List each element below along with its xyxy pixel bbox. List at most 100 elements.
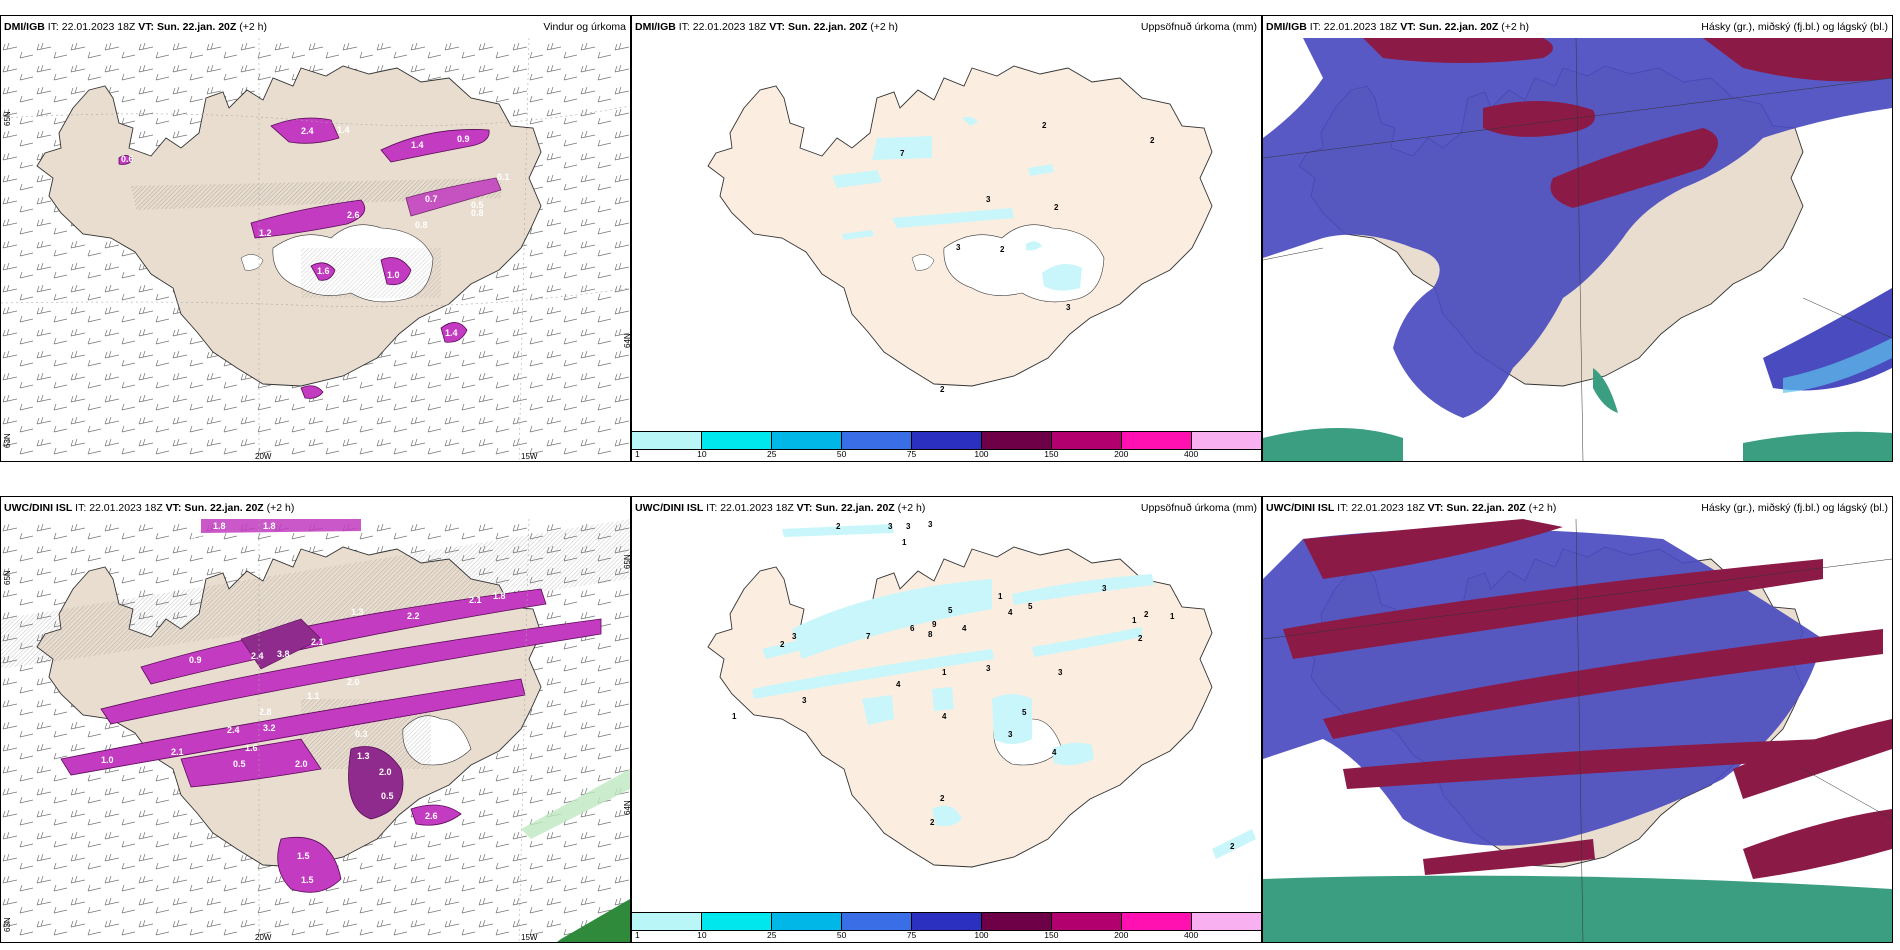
colorbar-tick-label: 50 bbox=[836, 449, 847, 459]
contour-label: 2.0 bbox=[295, 759, 308, 769]
colorbar-swatch bbox=[702, 432, 772, 449]
map-accum-precip[interactable]: 2 3 3 3 1 1 3 5 4 5 6 9 7 8 4 3 2 1 1 2 bbox=[632, 519, 1261, 912]
precip-contour-labels: 1.8 1.8 0.9 1.3 2.2 2.1 1.8 2.1 3.8 2.4 … bbox=[101, 521, 506, 885]
colorbar-swatch bbox=[632, 432, 702, 449]
contour-label: 9 bbox=[932, 620, 937, 629]
map-cloud-layers[interactable] bbox=[1263, 519, 1892, 942]
contour-label: 3.8 bbox=[277, 649, 290, 659]
contour-label: 4 bbox=[896, 680, 901, 689]
contour-label: 1.0 bbox=[387, 270, 400, 280]
accum-map-svg: 2 3 3 3 1 1 3 5 4 5 6 9 7 8 4 3 2 1 1 2 bbox=[632, 519, 1261, 912]
contour-label: 4 bbox=[962, 624, 967, 633]
lon-label: 15W bbox=[521, 933, 538, 942]
contour-label: 2 bbox=[1054, 203, 1059, 212]
contour-label: 2.2 bbox=[407, 611, 420, 621]
contour-label: 1.0 bbox=[101, 755, 114, 765]
contour-label: 3 bbox=[888, 522, 893, 531]
model-name: UWC/DINI ISL bbox=[1266, 502, 1335, 514]
init-time: 22.01.2023 18Z bbox=[89, 502, 163, 514]
contour-label: 5 bbox=[948, 606, 953, 615]
contour-label: 0.9 bbox=[191, 535, 204, 545]
contour-label: 1.6 bbox=[317, 266, 330, 276]
map-accum-precip[interactable]: 7 2 2 3 2 3 2 3 2 bbox=[632, 38, 1261, 431]
accum-precip-panel-dmi[interactable]: DMI/IGB IT: 22.01.2023 18Z VT: Sun. 22.j… bbox=[631, 15, 1262, 462]
colorbar-swatch bbox=[772, 913, 842, 930]
contour-label: 2 bbox=[1138, 634, 1143, 643]
valid-time: Sun. 22.jan. 20Z bbox=[787, 21, 868, 33]
colorbar-swatches bbox=[632, 431, 1261, 450]
contour-label: 2.0 bbox=[347, 677, 360, 687]
accum-map-svg: 7 2 2 3 2 3 2 3 2 bbox=[632, 38, 1261, 431]
map-wind-precip[interactable]: 1.8 1.8 0.9 1.3 2.2 2.1 1.8 2.1 3.8 2.4 … bbox=[1, 519, 630, 942]
model-name: UWC/DINI ISL bbox=[4, 502, 73, 514]
map-wind-precip[interactable]: 0.6 2.4 1.4 1.4 0.9 0.1 0.7 0.5 2.6 1.2 … bbox=[1, 38, 630, 461]
colorbar-swatch bbox=[1052, 432, 1122, 449]
contour-label: 1.4 bbox=[445, 328, 458, 338]
colorbar-tick-label: 400 bbox=[1184, 930, 1199, 940]
contour-label: 3 bbox=[986, 195, 991, 204]
cloud-layers-panel-dmi[interactable]: DMI/IGB IT: 22.01.2023 18Z VT: Sun. 22.j… bbox=[1262, 15, 1893, 462]
init-time: 22.01.2023 18Z bbox=[1323, 21, 1398, 33]
contour-label: 3 bbox=[928, 520, 933, 529]
init-time: 22.01.2023 18Z bbox=[720, 502, 794, 514]
contour-label: 3 bbox=[1058, 668, 1063, 677]
contour-label: 3 bbox=[906, 522, 911, 531]
cloud-layers-panel-uwc[interactable]: UWC/DINI ISL IT: 22.01.2023 18Z VT: Sun.… bbox=[1262, 496, 1893, 943]
colorbar-tick-label: 25 bbox=[767, 930, 777, 940]
contour-label: 2.4 bbox=[227, 725, 240, 735]
contour-label: 3 bbox=[1008, 730, 1013, 739]
wind-precip-panel-uwc[interactable]: UWC/DINI ISL IT: 22.01.2023 18Z VT: Sun.… bbox=[0, 496, 631, 943]
contour-label: 1.8 bbox=[213, 521, 226, 531]
panel-title: Uppsöfnuð úrkoma (mm) bbox=[1140, 502, 1257, 514]
contour-label: 2.0 bbox=[379, 767, 392, 777]
contour-label: 1.8 bbox=[493, 591, 506, 601]
colorbar: 1 10 25 50 75 100 150 200 400 bbox=[632, 431, 1261, 461]
contour-label: 4 bbox=[1008, 608, 1013, 617]
contour-label: 1 bbox=[1132, 616, 1137, 625]
wind-precip-panel-dmi[interactable]: DMI/IGB IT: 22.01.2023 18Z VT: Sun. 22.j… bbox=[0, 15, 631, 462]
lead-time: (+2 h) bbox=[1528, 502, 1557, 514]
contour-label: 2 bbox=[940, 385, 945, 394]
valid-time: Sun. 22.jan. 20Z bbox=[815, 502, 895, 514]
colorbar-swatch bbox=[982, 913, 1052, 930]
lat-label: 63N bbox=[3, 917, 12, 932]
contour-label: 2 bbox=[836, 522, 841, 531]
panel-header: DMI/IGB IT: 22.01.2023 18Z VT: Sun. 22.j… bbox=[1263, 16, 1892, 38]
it-label: IT: bbox=[678, 21, 690, 33]
accum-precip-panel-uwc[interactable]: UWC/DINI ISL IT: 22.01.2023 18Z VT: Sun.… bbox=[631, 496, 1262, 943]
contour-label: 2.4 bbox=[301, 126, 314, 136]
contour-label: 2 bbox=[780, 640, 785, 649]
contour-label: 1.3 bbox=[351, 607, 364, 617]
colorbar-tick-label: 75 bbox=[906, 449, 917, 459]
colorbar-swatch bbox=[772, 432, 842, 449]
contour-label: 0.7 bbox=[425, 194, 438, 204]
cloud-map-svg bbox=[1263, 38, 1892, 461]
it-label: IT: bbox=[1337, 502, 1349, 514]
panel-title: Hásky (gr.), miðský (fj.bl.) og lágský (… bbox=[1701, 502, 1888, 514]
contour-label: 0.5 bbox=[381, 791, 394, 801]
map-cloud-layers[interactable] bbox=[1263, 38, 1892, 461]
model-name: DMI/IGB bbox=[635, 21, 676, 33]
precip-contour-labels: 0.6 2.4 1.4 1.4 0.9 0.1 0.7 0.5 2.6 1.2 … bbox=[121, 125, 510, 338]
colorbar-swatch bbox=[1192, 913, 1261, 930]
contour-label: 1.6 bbox=[245, 743, 258, 753]
colorbar-swatch bbox=[632, 913, 702, 930]
contour-label: 0.9 bbox=[189, 655, 202, 665]
contour-label: 1 bbox=[942, 668, 947, 677]
contour-label: 2 bbox=[1230, 842, 1235, 851]
it-label: IT: bbox=[75, 502, 87, 514]
it-label: IT: bbox=[47, 21, 59, 33]
lat-label: 65N bbox=[3, 111, 12, 126]
contour-label: 1.3 bbox=[357, 751, 370, 761]
lat-label: 64N bbox=[623, 800, 631, 815]
contour-label: 0.8 bbox=[471, 208, 484, 218]
contour-label: 6 bbox=[910, 624, 915, 633]
contour-label: 1 bbox=[732, 712, 737, 721]
init-time: 22.01.2023 18Z bbox=[692, 21, 767, 33]
panel-title: Vindur og úrkoma bbox=[543, 21, 626, 33]
colorbar-swatch bbox=[842, 432, 912, 449]
colorbar-tick-label: 200 bbox=[1114, 930, 1129, 940]
colorbar-swatch bbox=[982, 432, 1052, 449]
valid-time: Sun. 22.jan. 20Z bbox=[156, 21, 237, 33]
wind-map-svg: 0.6 2.4 1.4 1.4 0.9 0.1 0.7 0.5 2.6 1.2 … bbox=[1, 38, 630, 461]
